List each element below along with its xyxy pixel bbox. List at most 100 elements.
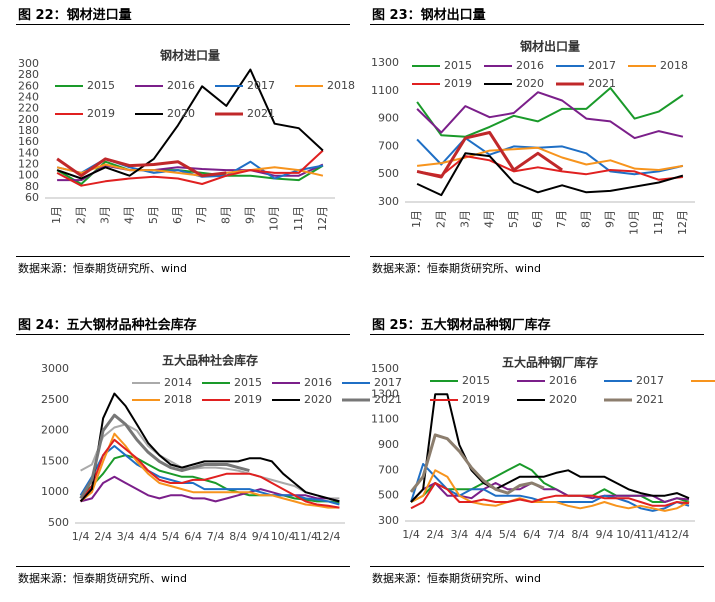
x-tick-label: 10月 [268, 206, 281, 231]
x-tick-label: 2/4 [426, 528, 444, 541]
legend-label: 2019 [444, 77, 472, 90]
legend-label: 2017 [636, 374, 664, 387]
rule [16, 256, 350, 257]
y-tick-label: 260 [18, 79, 39, 92]
x-tick-label: 10/4 [616, 528, 641, 541]
series-line [80, 423, 340, 500]
x-tick-label: 7/4 [547, 528, 565, 541]
x-tick-label: 4月 [483, 210, 496, 228]
caption: 图 24：五大钢材品种社会库存 [18, 318, 197, 333]
x-tick-label: 9/4 [596, 528, 614, 541]
y-tick-label: 700 [378, 463, 399, 476]
y-tick-label: 60 [25, 191, 39, 204]
series-line [79, 413, 250, 500]
caption: 图 23：钢材出口量 [372, 8, 486, 23]
x-tick-label: 8月 [219, 206, 232, 224]
legend-label: 2020 [516, 77, 544, 90]
x-tick-label: 6/4 [523, 528, 541, 541]
series-line [416, 131, 563, 179]
x-tick-label: 3月 [98, 206, 111, 224]
y-tick-label: 1300 [371, 56, 399, 69]
x-tick-label: 4月 [123, 206, 136, 224]
x-tick-label: 2月 [434, 210, 447, 228]
rule [16, 566, 350, 567]
rule [16, 334, 350, 335]
legend-label: 2017 [588, 59, 616, 72]
series-line [56, 157, 227, 178]
rule [370, 334, 704, 335]
y-tick-label: 100 [18, 169, 39, 182]
y-tick-label: 900 [378, 438, 399, 451]
source: 数据来源：恒泰期货研究所、wind [18, 262, 188, 275]
series-line [79, 454, 340, 504]
series-line [79, 432, 340, 509]
x-tick-label: 9/4 [252, 530, 270, 543]
y-tick-label: 280 [18, 68, 39, 81]
source: 数据来源：恒泰期货研究所、wind [372, 262, 542, 275]
x-tick-label: 7月 [195, 206, 208, 224]
x-tick-label: 7月 [555, 210, 568, 228]
x-tick-label: 6/4 [184, 530, 202, 543]
x-tick-label: 1月 [50, 206, 63, 224]
legend-label: 2015 [87, 79, 115, 92]
x-tick-label: 11/4 [640, 528, 665, 541]
y-tick-label: 1500 [41, 454, 69, 467]
y-tick-label: 3000 [41, 362, 69, 375]
legend-label: 2018 [660, 59, 688, 72]
series-line [56, 68, 324, 180]
x-tick-label: 3/4 [451, 528, 469, 541]
x-tick-label: 3月 [458, 210, 471, 228]
y-tick-label: 300 [378, 514, 399, 527]
caption: 图 22：钢材进口量 [18, 8, 132, 23]
legend-label: 2017 [247, 79, 275, 92]
legend-label: 2018 [164, 393, 192, 406]
legend-label: 2015 [462, 374, 490, 387]
chart-title: 钢材出口量 [520, 39, 580, 54]
y-tick-label: 1000 [41, 485, 69, 498]
legend-label: 2017 [374, 376, 402, 389]
y-tick-label: 300 [378, 195, 399, 208]
legend-label: 2020 [167, 107, 195, 120]
x-tick-label: 12月 [316, 206, 329, 231]
y-tick-label: 1300 [371, 387, 399, 400]
source: 数据来源：恒泰期货研究所、wind [372, 572, 542, 585]
x-tick-label: 5月 [147, 206, 160, 224]
y-tick-label: 2500 [41, 393, 69, 406]
legend-label: 2016 [549, 374, 577, 387]
legend-label: 2019 [234, 393, 262, 406]
x-tick-label: 1/4 [72, 530, 90, 543]
legend-label: 2014 [164, 376, 192, 389]
caption: 图 25：五大钢材品种钢厂库存 [372, 318, 551, 333]
rule [370, 24, 704, 25]
y-tick-label: 700 [378, 139, 399, 152]
x-tick-label: 11月 [292, 206, 305, 231]
y-tick-label: 200 [18, 113, 39, 126]
legend-label: 2021 [374, 393, 402, 406]
y-tick-label: 80 [25, 180, 39, 193]
y-tick-label: 240 [18, 91, 39, 104]
chart-title: 钢材进口量 [160, 48, 220, 63]
x-tick-label: 8月 [579, 210, 592, 228]
legend-label: 2021 [247, 107, 275, 120]
y-tick-label: 500 [378, 167, 399, 180]
y-tick-label: 220 [18, 102, 39, 115]
x-tick-label: 7/4 [207, 530, 225, 543]
x-tick-label: 1/4 [402, 528, 420, 541]
x-tick-label: 2/4 [94, 530, 112, 543]
x-tick-label: 9月 [243, 206, 256, 224]
y-tick-label: 1100 [371, 84, 399, 97]
x-tick-label: 9月 [603, 210, 616, 228]
y-tick-label: 160 [18, 135, 39, 148]
series-line [79, 438, 340, 509]
x-tick-label: 3/4 [117, 530, 135, 543]
x-tick-label: 1月 [410, 210, 423, 228]
y-tick-label: 1100 [371, 413, 399, 426]
legend-label: 2016 [167, 79, 195, 92]
series-line [79, 392, 340, 503]
x-tick-label: 6月 [531, 210, 544, 228]
y-tick-label: 900 [378, 112, 399, 125]
legend-label: 2016 [516, 59, 544, 72]
x-tick-label: 5月 [507, 210, 520, 228]
legend-label: 2016 [304, 376, 332, 389]
